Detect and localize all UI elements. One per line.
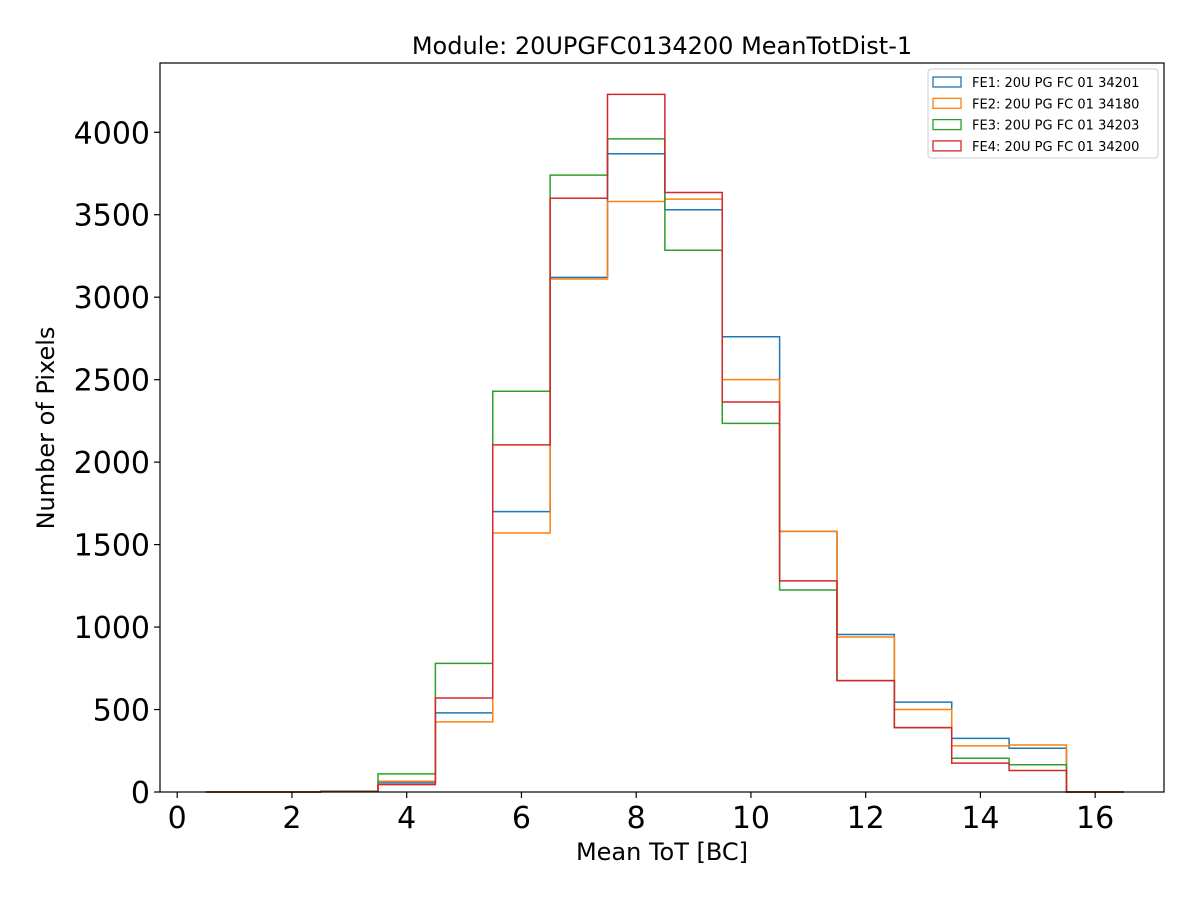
x-tick-label: 2 <box>282 801 301 836</box>
series-layer <box>205 93 1124 793</box>
x-tick-label: 4 <box>397 801 416 836</box>
y-tick-label: 2000 <box>74 446 150 481</box>
y-tick-label: 0 <box>131 776 150 811</box>
legend-box <box>927 68 1159 159</box>
legend-swatch-fe1 <box>932 76 962 88</box>
y-tick-label: 4000 <box>74 116 150 151</box>
x-axis-label: Mean ToT [BC] <box>576 838 748 866</box>
x-tick-label: 8 <box>627 801 646 836</box>
y-tick-label: 2500 <box>74 364 150 399</box>
x-axis: 0 2 4 6 8 10 12 14 16 <box>168 792 1114 836</box>
y-tick-label: 3000 <box>74 281 150 316</box>
y-tick-label: 1000 <box>74 611 150 646</box>
legend-swatch-fe4 <box>932 140 962 152</box>
chart-title: Module: 20UPGFC0134200 MeanTotDist-1 <box>412 32 912 60</box>
y-axis: 0 500 1000 1500 2000 2500 3000 3500 4000 <box>74 116 160 811</box>
series-fe4-step <box>205 93 1124 793</box>
x-tick-label: 12 <box>847 801 885 836</box>
y-tick-label: 3500 <box>74 199 150 234</box>
y-tick-label: 1500 <box>74 529 150 564</box>
legend-label-fe3: FE3: 20U PG FC 01 34203 <box>972 119 1139 134</box>
y-axis-label: Number of Pixels <box>32 327 60 530</box>
legend: FE1: 20U PG FC 01 34201 FE2: 20U PG FC 01… <box>927 68 1159 159</box>
x-tick-label: 6 <box>512 801 531 836</box>
x-tick-label: 16 <box>1076 801 1114 836</box>
x-tick-label: 10 <box>732 801 770 836</box>
plot-frame <box>159 62 1165 793</box>
x-tick-label: 14 <box>961 801 999 836</box>
legend-swatch-fe2 <box>932 97 962 109</box>
legend-swatch-fe3 <box>932 118 962 131</box>
legend-label-fe1: FE1: 20U PG FC 01 34201 <box>972 76 1139 91</box>
y-tick-label: 500 <box>93 694 150 729</box>
legend-label-fe4: FE4: 20U PG FC 01 34200 <box>972 140 1139 155</box>
legend-label-fe2: FE2: 20U PG FC 01 34180 <box>972 97 1139 112</box>
x-tick-label: 0 <box>168 801 187 836</box>
